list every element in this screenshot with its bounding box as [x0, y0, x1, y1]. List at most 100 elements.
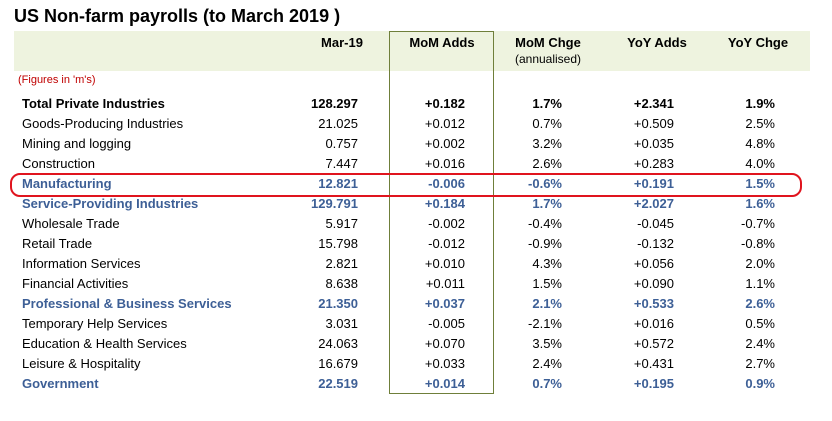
cell-mar19: 2.821 — [325, 256, 358, 271]
row-name: Leisure & Hospitality — [22, 356, 141, 371]
cell-mom-chge: -0.6% — [528, 176, 562, 191]
row-name: Construction — [22, 156, 95, 171]
table-row: Information Services 2.821 +0.010 4.3% +0.05… — [0, 254, 832, 274]
col-header-yoy-adds: YoY Adds — [627, 35, 687, 50]
col-subheader-annualised: (annualised) — [514, 52, 582, 66]
table-row: Mining and logging 0.757 +0.002 3.2% +0.035 4… — [0, 134, 832, 154]
col-header-yoy-chge: YoY Chge — [727, 35, 789, 50]
cell-mar19: 21.025 — [318, 116, 358, 131]
cell-mom-adds: +0.014 — [424, 376, 465, 391]
cell-mar19: 128.297 — [311, 96, 358, 111]
cell-mar19: 8.638 — [325, 276, 358, 291]
table-row: Service-Providing Industries 129.791 +0.18… — [0, 194, 832, 214]
cell-yoy-chge: 2.4% — [745, 336, 775, 351]
cell-mar19: 0.757 — [325, 136, 358, 151]
cell-mom-adds: +0.010 — [424, 256, 465, 271]
table-row: Leisure & Hospitality 16.679 +0.033 2.4% +0.… — [0, 354, 832, 374]
cell-mar19: 24.063 — [318, 336, 358, 351]
cell-mom-chge: 0.7% — [532, 116, 562, 131]
cell-mar19: 12.821 — [318, 176, 358, 191]
cell-mar19: 5.917 — [325, 216, 358, 231]
col-header-mar19: Mar-19 — [321, 35, 363, 50]
table-row: Construction 7.447 +0.016 2.6% +0.283 4.0% — [0, 154, 832, 174]
row-name: Government — [22, 376, 99, 391]
cell-mar19: 16.679 — [318, 356, 358, 371]
cell-mom-chge: -0.4% — [528, 216, 562, 231]
row-name: Professional & Business Services — [22, 296, 232, 311]
row-name: Service-Providing Industries — [22, 196, 199, 211]
cell-yoy-chge: 2.5% — [745, 116, 775, 131]
col-header-mom-chge: MoM Chge — [515, 35, 581, 50]
cell-mom-chge: -2.1% — [528, 316, 562, 331]
cell-mom-adds: +0.016 — [424, 156, 465, 171]
cell-mom-adds: +0.002 — [424, 136, 465, 151]
cell-yoy-chge: 2.0% — [745, 256, 775, 271]
table-row: Manufacturing 12.821 -0.006 -0.6% +0.191 1.5% — [0, 174, 832, 194]
cell-yoy-chge: 4.8% — [745, 136, 775, 151]
cell-mom-chge: 3.5% — [532, 336, 562, 351]
units-note: (Figures in 'm's) — [18, 74, 96, 86]
table-row: Wholesale Trade 5.917 -0.002 -0.4% -0.045 -0.… — [0, 214, 832, 234]
cell-yoy-chge: 1.9% — [745, 96, 775, 111]
cell-yoy-adds: +0.283 — [633, 156, 674, 171]
row-name: Education & Health Services — [22, 336, 187, 351]
cell-mar19: 15.798 — [318, 236, 358, 251]
cell-yoy-chge: 1.1% — [745, 276, 775, 291]
cell-mom-chge: 1.5% — [532, 276, 562, 291]
cell-yoy-adds: -0.045 — [637, 216, 674, 231]
header-band — [14, 31, 810, 71]
cell-mom-chge: 2.1% — [532, 296, 562, 311]
cell-mom-adds: -0.012 — [428, 236, 465, 251]
row-name: Wholesale Trade — [22, 216, 120, 231]
table-row: Goods-Producing Industries 21.025 +0.012 0.… — [0, 114, 832, 134]
cell-mom-chge: -0.9% — [528, 236, 562, 251]
row-name: Information Services — [22, 256, 141, 271]
cell-yoy-adds: +0.431 — [633, 356, 674, 371]
cell-mom-adds: +0.033 — [424, 356, 465, 371]
cell-yoy-adds: +2.341 — [633, 96, 674, 111]
row-name: Total Private Industries — [22, 96, 165, 111]
cell-yoy-chge: 0.9% — [745, 376, 775, 391]
cell-mom-chge: 2.4% — [532, 356, 562, 371]
cell-yoy-chge: -0.8% — [741, 236, 775, 251]
cell-yoy-adds: +0.509 — [633, 116, 674, 131]
cell-mar19: 129.791 — [311, 196, 358, 211]
cell-mar19: 7.447 — [325, 156, 358, 171]
cell-yoy-adds: +2.027 — [633, 196, 674, 211]
row-name: Manufacturing — [22, 176, 112, 191]
cell-mar19: 22.519 — [318, 376, 358, 391]
manufacturing-highlight-circle — [10, 173, 802, 197]
cell-mar19: 3.031 — [325, 316, 358, 331]
cell-yoy-chge: 2.6% — [745, 296, 775, 311]
table-row: Government 22.519 +0.014 0.7% +0.195 0.9% — [0, 374, 832, 394]
row-name: Mining and logging — [22, 136, 132, 151]
cell-yoy-chge: 4.0% — [745, 156, 775, 171]
row-name: Retail Trade — [22, 236, 93, 251]
cell-mom-adds: +0.011 — [425, 276, 465, 291]
cell-yoy-adds: +0.533 — [633, 296, 674, 311]
table-row: Retail Trade 15.798 -0.012 -0.9% -0.132 -0.8% — [0, 234, 832, 254]
cell-mom-adds: -0.002 — [428, 216, 465, 231]
cell-yoy-adds: -0.132 — [637, 236, 674, 251]
cell-mom-chge: 3.2% — [532, 136, 562, 151]
cell-mom-chge: 1.7% — [532, 196, 562, 211]
cell-mom-adds: -0.006 — [428, 176, 465, 191]
row-name: Goods-Producing Industries — [22, 116, 184, 131]
table-row: Professional & Business Services 21.350 +0… — [0, 294, 832, 314]
cell-mom-adds: +0.070 — [424, 336, 465, 351]
cell-mom-chge: 1.7% — [532, 96, 562, 111]
cell-mom-adds: +0.184 — [424, 196, 465, 211]
table-row: Total Private Industries 128.297 +0.182 1.7… — [0, 94, 832, 114]
cell-mom-chge: 4.3% — [532, 256, 562, 271]
row-name: Temporary Help Services — [22, 316, 168, 331]
cell-mom-chge: 2.6% — [532, 156, 562, 171]
cell-yoy-adds: +0.090 — [633, 276, 674, 291]
cell-yoy-adds: +0.572 — [633, 336, 674, 351]
cell-yoy-chge: 0.5% — [745, 316, 775, 331]
cell-yoy-adds: +0.191 — [633, 176, 674, 191]
cell-mom-adds: -0.005 — [428, 316, 465, 331]
page-title: US Non-farm payrolls (to March 2019 ) — [14, 6, 341, 26]
table-row: Financial Activities 8.638 +0.011 1.5% +0.09… — [0, 274, 832, 294]
table-row: Temporary Help Services 3.031 -0.005 -2.1% +… — [0, 314, 832, 334]
cell-mom-adds: +0.182 — [424, 96, 465, 111]
